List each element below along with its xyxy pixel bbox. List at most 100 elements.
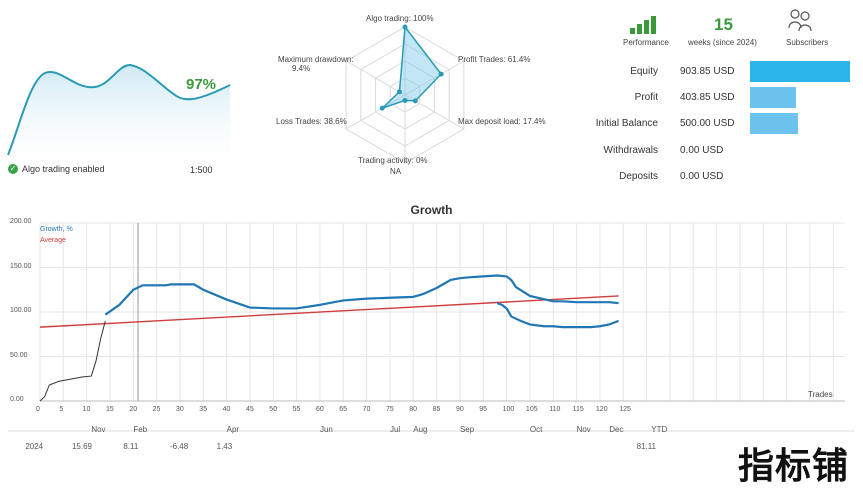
month-label: Jul bbox=[389, 425, 401, 434]
x-tick-label: 5 bbox=[59, 406, 64, 413]
month-label: YTD bbox=[651, 425, 668, 434]
stat-label-profit: Profit bbox=[634, 92, 658, 103]
radar-spoke bbox=[404, 60, 465, 96]
month-label: Apr bbox=[226, 425, 240, 434]
radar-point bbox=[402, 97, 408, 103]
x-tick-label: 10 bbox=[82, 406, 91, 413]
bar-chart-icon bbox=[630, 16, 656, 34]
x-tick-label: 35 bbox=[199, 406, 208, 413]
mini-chart-line bbox=[7, 63, 231, 156]
x-tick-label: 25 bbox=[152, 406, 161, 413]
year-cell: 8.11 bbox=[123, 442, 139, 451]
x-tick-label: 105 bbox=[525, 406, 538, 413]
x-tick-label: 100 bbox=[502, 406, 515, 413]
month-label: Sep bbox=[459, 425, 475, 434]
year-cell: 2024 bbox=[25, 442, 44, 451]
month-label: Aug bbox=[413, 425, 428, 434]
growth-chart bbox=[8, 222, 855, 432]
radar-spoke bbox=[345, 60, 406, 96]
y-tick-label: 200.00 bbox=[10, 218, 32, 225]
month-label: Nov bbox=[576, 425, 591, 434]
growth-chart-title: Growth bbox=[410, 203, 453, 217]
radar-point bbox=[438, 71, 444, 77]
x-tick-label: 55 bbox=[292, 406, 301, 413]
radar-label-3: Trading activity: 0% bbox=[358, 156, 428, 165]
radar-point bbox=[396, 89, 402, 95]
weeks-label: weeks (since 2024) bbox=[688, 38, 757, 47]
x-axis-end-label: Trades bbox=[808, 390, 833, 399]
x-tick-label: 75 bbox=[385, 406, 394, 413]
radar-point bbox=[402, 24, 408, 30]
leverage-value: 1:500 bbox=[190, 165, 213, 175]
check-shield-icon: ✓ bbox=[8, 164, 18, 174]
performance-label: Performance bbox=[623, 38, 669, 47]
legend-average: Average bbox=[40, 237, 66, 244]
radar-point bbox=[379, 105, 385, 111]
radar-chart bbox=[345, 24, 465, 164]
month-label: Oct bbox=[529, 425, 543, 434]
stat-bar-equity bbox=[750, 61, 850, 82]
radar-point bbox=[412, 98, 418, 104]
stat-value-withdrawals: 0.00 USD bbox=[680, 145, 724, 156]
early-growth-line bbox=[39, 320, 106, 402]
y-tick-label: 150.00 bbox=[10, 262, 32, 270]
year-cell: -6.48 bbox=[169, 442, 189, 451]
month-label: Jun bbox=[319, 425, 333, 434]
radar-label-3-sub: NA bbox=[390, 167, 402, 176]
y-tick-label: 0.00 bbox=[10, 396, 24, 403]
radar-label-1: Profit Trades: 61.4% bbox=[458, 55, 531, 64]
x-tick-label: 125 bbox=[619, 406, 631, 413]
site-watermark: 指标铺 bbox=[738, 446, 850, 487]
x-tick-label: 115 bbox=[572, 406, 584, 413]
x-tick-label: 65 bbox=[339, 406, 348, 413]
x-tick-label: 80 bbox=[409, 406, 418, 413]
stat-label-initial-balance: Initial Balance bbox=[595, 118, 658, 129]
month-label: Dec bbox=[609, 425, 624, 434]
x-tick-label: 15 bbox=[105, 406, 114, 413]
radar-label-5: Maximum drawdown: bbox=[278, 55, 354, 64]
average-series-line bbox=[39, 295, 619, 328]
radar-label-5-sub: 9.4% bbox=[292, 64, 311, 73]
x-tick-label: 70 bbox=[362, 406, 371, 413]
stat-label-equity: Equity bbox=[630, 66, 658, 77]
x-tick-label: 45 bbox=[245, 406, 254, 413]
y-tick-label: 100.00 bbox=[10, 307, 32, 314]
stat-bar-profit bbox=[750, 87, 796, 108]
radar-value-area bbox=[381, 25, 443, 109]
weeks-value: 15 bbox=[714, 15, 733, 34]
stat-value-equity: 903.85 USD bbox=[680, 66, 735, 77]
y-tick-label: 50.00 bbox=[10, 351, 28, 359]
stat-value-deposits: 0.00 USD bbox=[680, 171, 724, 182]
month-label: Nov bbox=[91, 425, 106, 434]
stat-value-profit: 403.85 USD bbox=[680, 92, 735, 103]
year-cell: 1.43 bbox=[216, 442, 233, 451]
month-label: Feb bbox=[133, 425, 148, 434]
mini-growth-chart bbox=[7, 63, 231, 165]
algo-badge: ✓ Algo trading enabled bbox=[8, 164, 105, 174]
x-tick-label: 50 bbox=[269, 406, 278, 413]
stat-value-initial-balance: 500.00 USD bbox=[680, 118, 735, 129]
stat-label-deposits: Deposits bbox=[619, 171, 658, 182]
radar-label-2: Max deposit load: 17.4% bbox=[458, 117, 546, 126]
x-tick-label: 95 bbox=[479, 406, 488, 413]
year-cell: 15.69 bbox=[71, 442, 93, 451]
year-cell: 81.11 bbox=[636, 442, 657, 451]
x-tick-label: 85 bbox=[432, 406, 441, 413]
mini-chart-value: 97% bbox=[186, 76, 217, 93]
x-tick-label: 90 bbox=[455, 406, 464, 413]
radar-label-0: Algo trading: 100% bbox=[366, 14, 434, 23]
legend-growth: Growth, % bbox=[40, 226, 73, 233]
radar-spoke bbox=[345, 94, 406, 130]
stat-bar-initial-balance bbox=[750, 113, 798, 134]
growth-series-line bbox=[104, 274, 619, 316]
x-tick-label: 30 bbox=[175, 406, 184, 413]
x-tick-label: 40 bbox=[222, 406, 231, 413]
growth-series-line-tail bbox=[496, 302, 619, 329]
x-tick-label: 60 bbox=[315, 406, 324, 413]
algo-badge-label: Algo trading enabled bbox=[22, 164, 105, 174]
x-tick-label: 110 bbox=[549, 406, 561, 413]
subscribers-icon bbox=[788, 9, 812, 32]
x-tick-label: 120 bbox=[595, 406, 608, 413]
radar-label-4: Loss Trades: 38.6% bbox=[276, 117, 347, 126]
subscribers-label: Subscribers bbox=[786, 38, 829, 47]
